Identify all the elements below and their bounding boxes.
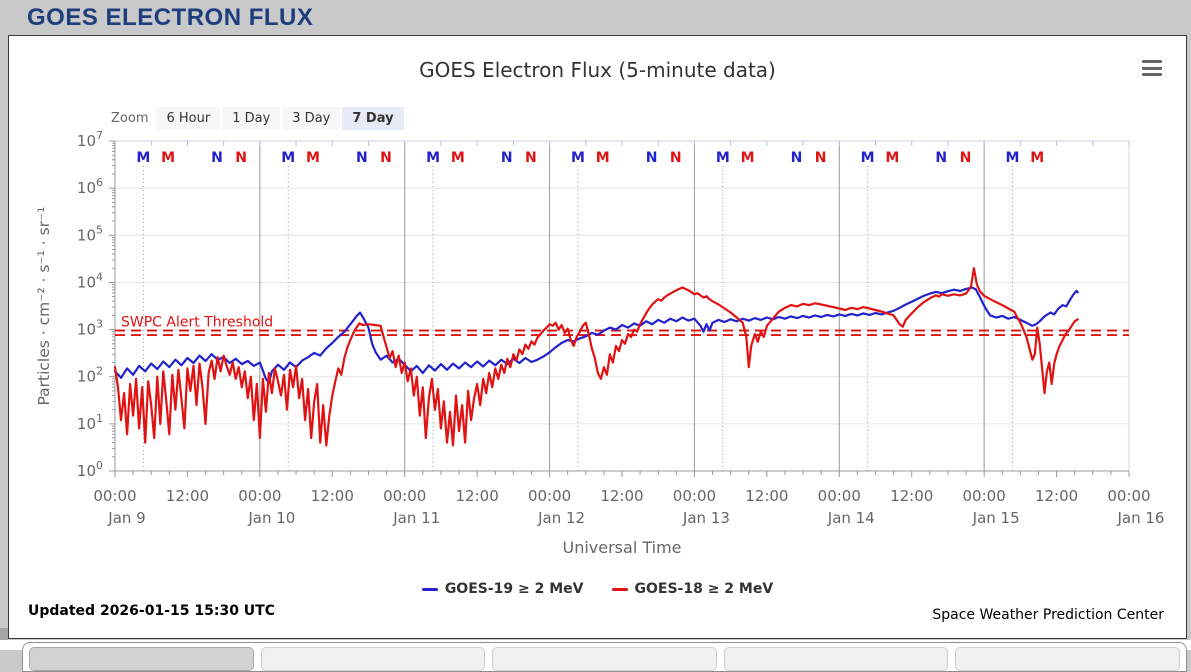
zoom-range-button-6-hour[interactable]: 6 Hour [156, 106, 221, 130]
zoom-range-button-3-day[interactable]: 3 Day [282, 106, 341, 130]
satellite-noon-marker: N [646, 150, 658, 166]
bottom-tab-strip [22, 642, 1187, 672]
satellite-midnight-marker: M [716, 150, 730, 166]
x-time-label: 00:00 [1107, 487, 1150, 505]
y-tick-label: 105 [77, 223, 103, 244]
satellite-midnight-marker: M [451, 150, 465, 166]
x-time-label: 00:00 [673, 487, 716, 505]
x-time-label: 12:00 [166, 487, 209, 505]
y-tick-label: 103 [77, 318, 103, 339]
hamburger-icon[interactable] [1142, 60, 1162, 76]
satellite-noon-marker: N [815, 150, 827, 166]
satellite-noon-marker: N [960, 150, 972, 166]
x-time-label: 00:00 [818, 487, 861, 505]
x-time-label: 00:00 [383, 487, 426, 505]
y-tick-label: 107 [77, 129, 103, 150]
legend-label: GOES-19 ≥ 2 MeV [444, 581, 584, 597]
satellite-noon-marker: N [525, 150, 537, 166]
chart-title: GOES Electron Flux (5-minute data) [419, 58, 776, 82]
bottom-tab[interactable] [723, 647, 949, 671]
y-tick-label: 106 [77, 176, 103, 197]
y-tick-label: 101 [77, 412, 103, 433]
satellite-noon-marker: N [235, 150, 247, 166]
satellite-noon-marker: N [670, 150, 682, 166]
satellite-midnight-marker: M [426, 150, 440, 166]
site-header: GOES ELECTRON FLUX [0, 0, 1191, 34]
satellite-midnight-marker: M [136, 150, 150, 166]
x-date-label: Jan 14 [827, 509, 875, 527]
x-date-label: Jan 10 [247, 509, 295, 527]
series-goes-19 [113, 286, 1079, 384]
x-time-label: 12:00 [311, 487, 354, 505]
satellite-noon-marker: N [501, 150, 513, 166]
satellite-midnight-marker: M [161, 150, 175, 166]
x-time-label: 12:00 [745, 487, 788, 505]
y-tick-label: 102 [77, 365, 103, 386]
legend-item[interactable]: GOES-18 ≥ 2 MeV [611, 581, 774, 597]
page-title: GOES ELECTRON FLUX [27, 4, 314, 31]
satellite-midnight-marker: M [885, 150, 899, 166]
chart-card: 100 101 102 103 104 105 106 107 Particles · cm⁻²… [8, 35, 1187, 639]
legend-label: GOES-18 ≥ 2 MeV [634, 581, 774, 597]
satellite-midnight-marker: M [861, 150, 875, 166]
legend-line-swatch [421, 587, 438, 591]
zoom-button-row: Zoom 6 Hour 1 Day 3 Day 7 Day [111, 106, 406, 130]
x-date-label: Jan 9 [107, 509, 145, 527]
satellite-midnight-marker: M [1030, 150, 1044, 166]
satellite-midnight-marker: M [571, 150, 585, 166]
satellite-noon-marker: N [211, 150, 223, 166]
updated-timestamp: Updated 2026-01-15 15:30 UTC [28, 603, 275, 619]
zoom-range-button-1-day[interactable]: 1 Day [222, 106, 281, 130]
zoom-range-button-7-day[interactable]: 7 Day [342, 106, 404, 130]
x-time-label: 12:00 [600, 487, 643, 505]
x-time-label: 00:00 [528, 487, 571, 505]
x-date-label: Jan 12 [537, 509, 585, 527]
swpc-threshold-label: SWPC Alert Threshold [121, 315, 273, 331]
electron-flux-chart: 100 101 102 103 104 105 106 107 Particles · cm⁻²… [35, 129, 1165, 557]
x-time-label: 12:00 [456, 487, 499, 505]
source-credit: Space Weather Prediction Center [932, 607, 1164, 623]
x-date-label: Jan 16 [1117, 509, 1165, 527]
bottom-tab[interactable] [29, 647, 254, 671]
x-time-label: 00:00 [238, 487, 281, 505]
bottom-tab[interactable] [492, 647, 717, 671]
satellite-midnight-marker: M [1006, 150, 1020, 166]
satellite-noon-marker: N [356, 150, 368, 166]
y-axis-title: Particles · cm⁻² · s⁻¹ · sr⁻¹ [35, 206, 53, 405]
x-time-label: 00:00 [963, 487, 1006, 505]
x-time-label: 12:00 [1035, 487, 1078, 505]
y-tick-label: 104 [77, 270, 103, 291]
satellite-midnight-marker: M [741, 150, 755, 166]
satellite-noon-marker: N [791, 150, 803, 166]
satellite-noon-marker: N [935, 150, 947, 166]
y-tick-label: 100 [77, 459, 103, 480]
satellite-midnight-marker: M [306, 150, 320, 166]
legend-item[interactable]: GOES-19 ≥ 2 MeV [421, 581, 584, 597]
satellite-noon-marker: N [380, 150, 392, 166]
x-time-label: 00:00 [93, 487, 136, 505]
x-date-label: Jan 13 [682, 509, 730, 527]
satellite-midnight-marker: M [281, 150, 295, 166]
satellite-midnight-marker: M [596, 150, 610, 166]
x-date-label: Jan 11 [392, 509, 440, 527]
bottom-tab[interactable] [260, 647, 486, 671]
legend-line-swatch [611, 587, 628, 591]
x-time-label: 12:00 [890, 487, 933, 505]
page-edge-sliver [0, 628, 8, 650]
x-axis-title: Universal Time [562, 538, 681, 557]
bottom-tab[interactable] [955, 647, 1180, 671]
x-date-label: Jan 15 [972, 509, 1020, 527]
zoom-label: Zoom [111, 110, 149, 126]
series-goes-18 [113, 267, 1079, 447]
legend: GOES-19 ≥ 2 MeV GOES-18 ≥ 2 MeV [9, 581, 1186, 597]
